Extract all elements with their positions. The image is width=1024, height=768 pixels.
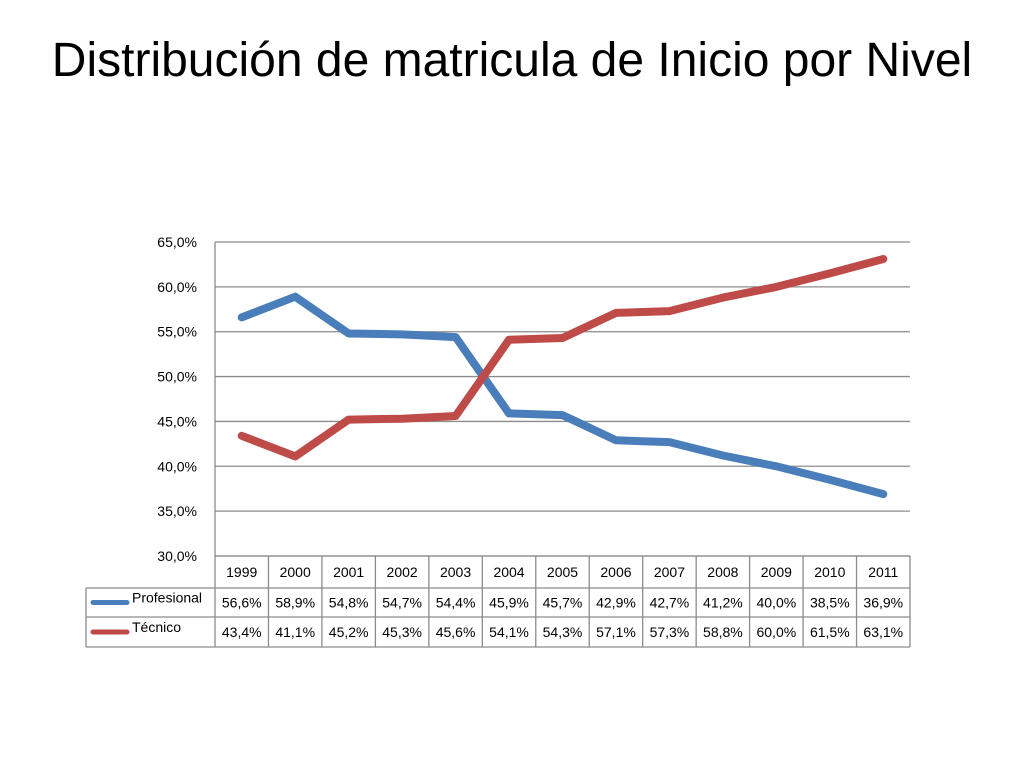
table-cell-value: 54,1% [489,624,529,640]
x-tick-label: 2001 [333,564,364,580]
y-tick-label: 65,0% [157,234,197,250]
y-tick-label: 45,0% [157,413,197,429]
table-cell-value: 41,1% [275,624,315,640]
table-cell-value: 56,6% [222,595,262,611]
y-tick-label: 40,0% [157,458,197,474]
table-cell-value: 63,1% [863,624,903,640]
table-cell-value: 45,6% [436,624,476,640]
table-cell-value: 58,8% [703,624,743,640]
x-tick-label: 2005 [547,564,578,580]
x-tick-label: 2006 [600,564,631,580]
x-tick-label: 2008 [707,564,738,580]
x-tick-label: 2011 [868,564,898,580]
table-cell-value: 58,9% [275,595,315,611]
table-cell-value: 57,1% [596,624,636,640]
table-cell-value: 57,3% [650,624,690,640]
y-tick-label: 35,0% [157,503,197,519]
table-cell-value: 40,0% [756,595,796,611]
table-cell-value: 41,2% [703,595,743,611]
legend-label: Profesional [132,590,202,606]
x-tick-label: 2000 [280,564,311,580]
table-cell-value: 45,2% [329,624,369,640]
x-tick-label: 2002 [387,564,418,580]
table-cell-value: 54,3% [543,624,583,640]
table-cell-value: 38,5% [810,595,850,611]
series-line-profesional [237,292,888,499]
y-tick-label: 30,0% [157,548,197,564]
table-cell-value: 60,0% [756,624,796,640]
table-cell-value: 45,7% [543,595,583,611]
x-tick-label: 1999 [226,564,257,580]
table-cell-value: 42,9% [596,595,636,611]
table-cell-value: 45,9% [489,595,529,611]
y-tick-label: 50,0% [157,369,197,385]
x-tick-label: 2007 [654,564,685,580]
table-cell-value: 43,4% [222,624,262,640]
x-tick-label: 2003 [440,564,471,580]
table-cell-value: 54,7% [382,595,422,611]
table-cell-value: 42,7% [650,595,690,611]
table-cell-value: 36,9% [863,595,903,611]
x-tick-label: 2004 [493,564,524,580]
slide-title: Distribución de matricula de Inicio por … [51,34,973,87]
table-cell-value: 61,5% [810,624,850,640]
series-line-tecnico [237,255,888,461]
table-cell-value: 54,4% [436,595,476,611]
y-tick-label: 60,0% [157,279,197,295]
y-tick-label: 55,0% [157,324,197,340]
x-tick-label: 2009 [761,564,792,580]
table-cell-value: 54,8% [329,595,369,611]
x-tick-label: 2010 [814,564,845,580]
legend-label: Técnico [132,619,181,635]
table-cell-value: 45,3% [382,624,422,640]
